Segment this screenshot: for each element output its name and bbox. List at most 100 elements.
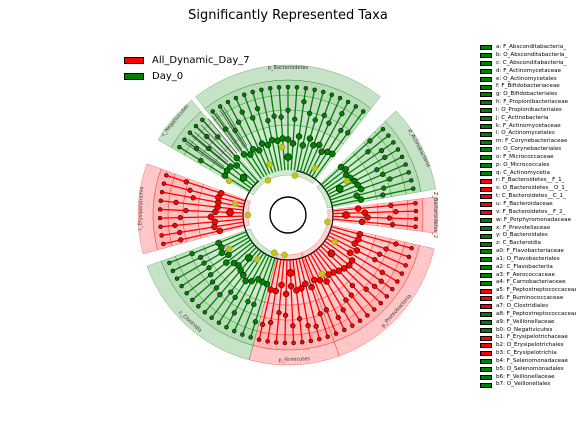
taxa-key-label: i: O_Propionibacteriales [496,106,562,113]
taxa-key-swatch [480,257,492,263]
clade-node [339,111,345,117]
taxa-key-label: b5: O_Selenomonadales [496,365,564,372]
leaf-node [399,271,405,276]
taxa-key-swatch [480,335,492,341]
clade-node [248,277,255,285]
leaf-node [291,340,296,346]
nonsignificant-node [225,245,233,253]
clade-node [206,265,212,271]
taxa-key-swatch [480,139,492,145]
clade-node [190,195,196,201]
clade-node [247,151,254,158]
clade-node [382,154,388,160]
taxa-key-item: i: O_Propionibacteriales [480,107,576,115]
clade-branch [330,171,409,201]
clade-node [353,247,361,254]
clade-node [228,289,234,295]
taxa-key-swatch [480,382,492,388]
taxa-key-item: a: F_Absconditabacteria_ [480,44,576,52]
taxa-key-label: f: F_Bifidobacteriaceae [496,83,560,90]
clade-node [209,279,216,285]
clade-branch [201,119,259,182]
clade-branch [211,250,262,319]
leaf-node [202,310,208,315]
clade-node [306,135,314,142]
leaf-node [193,123,199,129]
clade-branch [320,128,384,186]
clade-node [264,141,272,149]
taxa-key-swatch [480,45,492,51]
taxa-key-swatch [480,170,492,176]
clade-node [285,107,291,113]
taxa-key-label: b2: O_Erysipelotrichales [496,342,564,349]
taxa-key-item: g: O_Bifidobacteriales [480,91,576,99]
taxa-key-swatch [480,108,492,114]
taxa-key-item: m: F_Corynebacteriaceae [480,138,576,146]
taxa-key-item: o: F_Micrococcaceae [480,154,576,162]
clade-node [255,276,262,283]
sector-c_Erysipelotrichia-ring [137,163,162,255]
taxa-key-label: b0: O_Negativicutes [496,326,553,333]
clade-branch [163,183,245,205]
nonsignificant-node [311,165,319,172]
clade-branch [275,259,285,343]
clade-node [381,185,387,191]
leaf-node [159,189,165,195]
clade-node [232,294,238,301]
clade-node [387,176,393,182]
clade-node [282,290,290,298]
clade-branch [330,229,410,258]
taxa-key-swatch [480,61,492,67]
fan-branch [219,110,245,149]
clade-node [342,166,349,173]
clade-node [227,163,234,170]
clade-node [211,218,219,225]
clade-node [380,192,386,198]
clade-node [335,314,341,321]
leaf-node [232,328,237,334]
taxa-key-label: c: C_Absconditabacteria_ [496,59,567,66]
clade-node [351,240,359,247]
taxa-key-swatch [480,296,492,302]
clade-branch [181,239,251,287]
clade-node [296,316,303,322]
taxa-key-swatch [480,76,492,82]
clade-branch [227,101,268,176]
clade-branch [304,256,337,334]
leaf-node [170,268,176,274]
fan-branch [194,131,229,163]
clade-node [338,127,344,134]
nonsignificant-node [264,177,272,184]
clade-branch [161,191,244,208]
clade-node [271,113,277,119]
nonsignificant-node [331,238,338,246]
class-legend: All_Dynamic_Day_7 Day_0 [124,52,250,84]
leaf-node [250,89,255,95]
leaf-node [294,85,300,90]
taxa-key-item: y: O_Bacteroidales [480,232,576,240]
phylum-node [342,211,350,219]
nonsignificant-node [343,177,351,185]
clade-branch [305,97,341,175]
leaf-node [333,331,339,336]
clade-node [252,319,259,325]
taxa-key-swatch [480,210,492,216]
taxa-key-swatch [480,312,492,318]
taxa-key-label: x: F_Prevotellaceae [496,224,551,231]
leaf-node [399,154,405,160]
legend-item: Day_0 [124,68,250,84]
clade-branch [292,259,303,343]
clade-node [278,114,284,120]
taxa-key-label: m: F_Corynebacteriaceae [496,138,568,145]
clade-node [371,283,378,289]
clade-node [345,130,351,136]
leaf-node [411,186,416,191]
taxa-key-swatch [480,131,492,137]
clade-node [355,236,362,243]
taxa-key-item: r: F_Bacteroidetes__F_1_ [480,177,576,185]
sector-c_Clostridia-ring [146,260,254,361]
leaf-node [282,340,288,346]
chart-title: Significantly Represented Taxa [188,8,388,23]
clade-node [240,151,248,158]
